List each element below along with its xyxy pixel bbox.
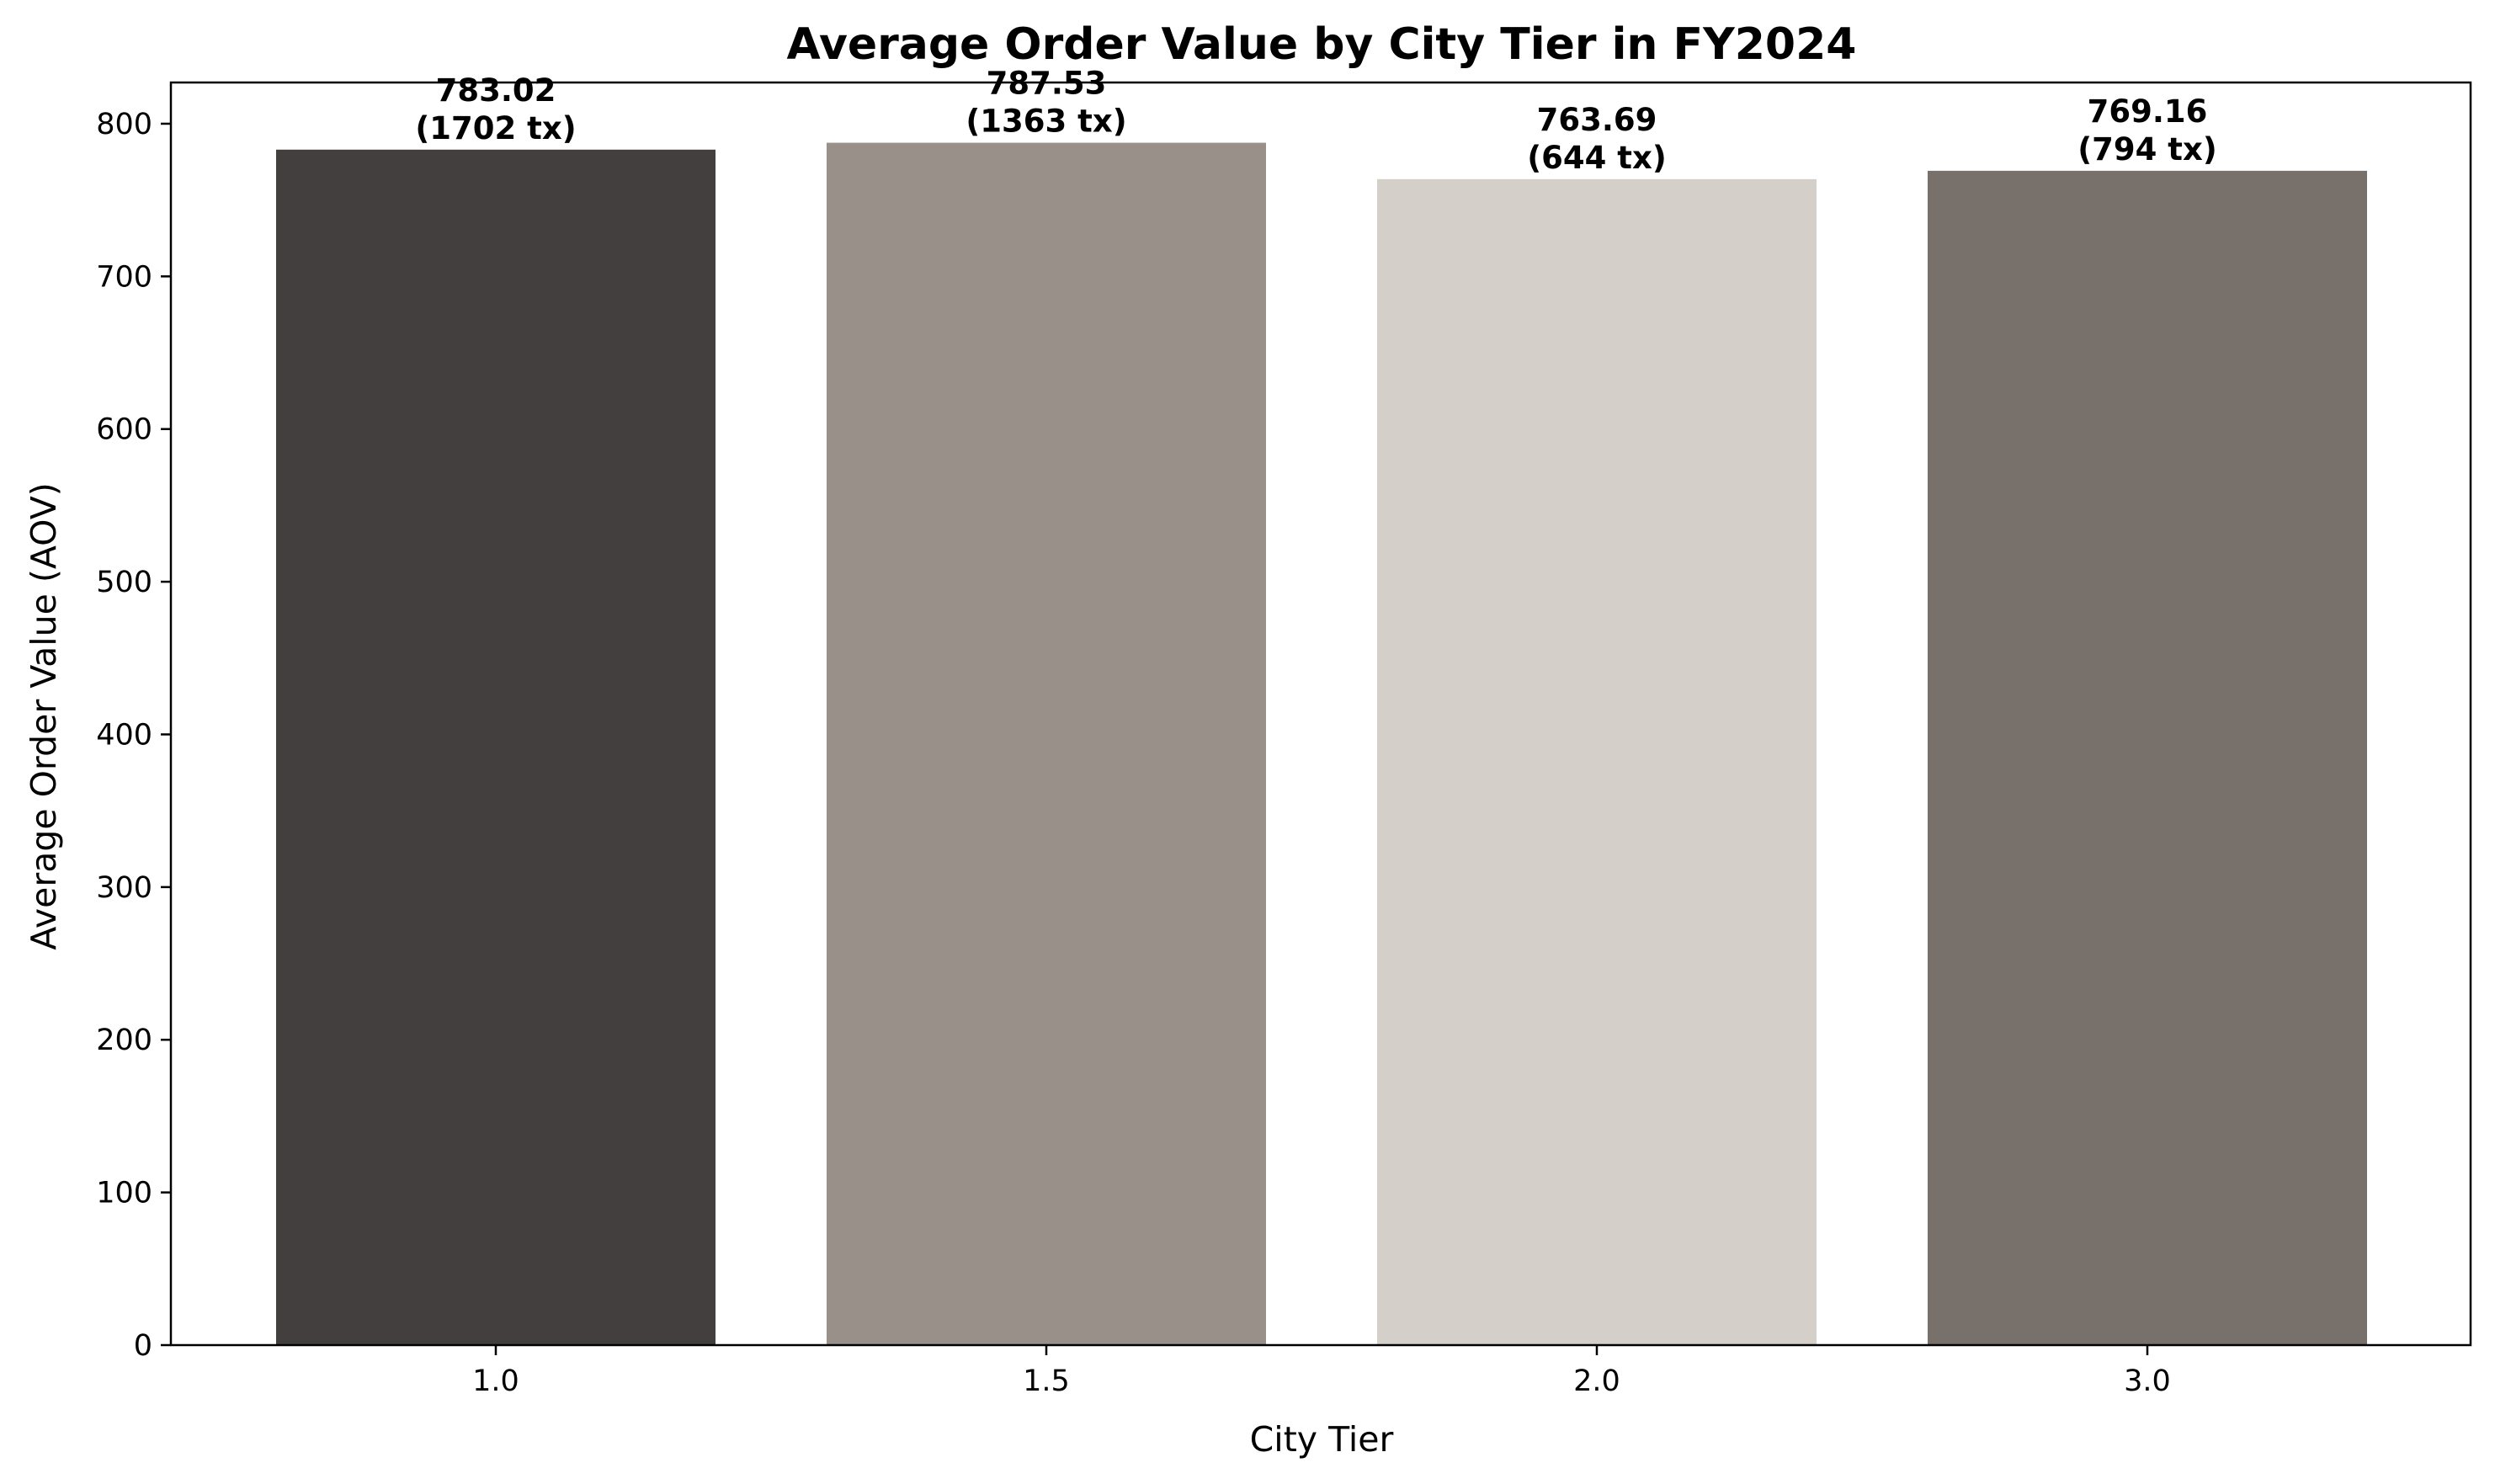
- y-tick-label: 600: [96, 413, 152, 447]
- x-tick-label: 2.0: [1573, 1364, 1620, 1398]
- y-tick-label: 700: [96, 260, 152, 294]
- bar-2.0: [1377, 178, 1817, 1346]
- bar-value-label: 769.16: [2088, 93, 2208, 130]
- bar-count-label: (794 tx): [2077, 131, 2217, 168]
- data-labels-group: 783.02(1702 tx)787.53(1363 tx) 763.69(644…: [415, 66, 2216, 176]
- bar-count-label: (1363 tx): [966, 104, 1126, 140]
- y-tick-label: 800: [96, 108, 152, 141]
- x-tick-label: 1.5: [1023, 1364, 1070, 1398]
- bars-group: [276, 142, 2367, 1346]
- bar-value-label: 783.02: [436, 72, 556, 109]
- x-tick-label: 1.0: [472, 1364, 519, 1398]
- y-tick-label: 200: [96, 1024, 152, 1057]
- bar-count-label: (644 tx): [1527, 140, 1667, 176]
- plot-frame: [169, 81, 2472, 1347]
- bar-count-label: (1702 tx): [415, 110, 576, 146]
- y-tick-label: 300: [96, 871, 152, 905]
- y-axis: 0 100 200 300 400 500 600 700 800: [96, 108, 171, 1363]
- bar-1.0: [276, 149, 716, 1345]
- chart-title: Average Order Value by City Tier in FY20…: [787, 19, 1857, 70]
- bar-value-label: 763.69: [1537, 102, 1657, 138]
- x-axis-label: City Tier: [1250, 1419, 1394, 1460]
- y-tick-label: 400: [96, 718, 152, 752]
- y-tick-label: 100: [96, 1177, 152, 1210]
- y-tick-label: 0: [134, 1329, 152, 1363]
- bar-1.5: [827, 142, 1266, 1345]
- x-axis: 1.0 1.5 2.0 3.0: [472, 1345, 2171, 1398]
- x-tick-label: 3.0: [2124, 1364, 2171, 1398]
- y-tick-label: 500: [96, 566, 152, 599]
- bar-3.0: [1928, 170, 2367, 1346]
- y-axis-label: Average Order Value (AOV): [24, 482, 64, 949]
